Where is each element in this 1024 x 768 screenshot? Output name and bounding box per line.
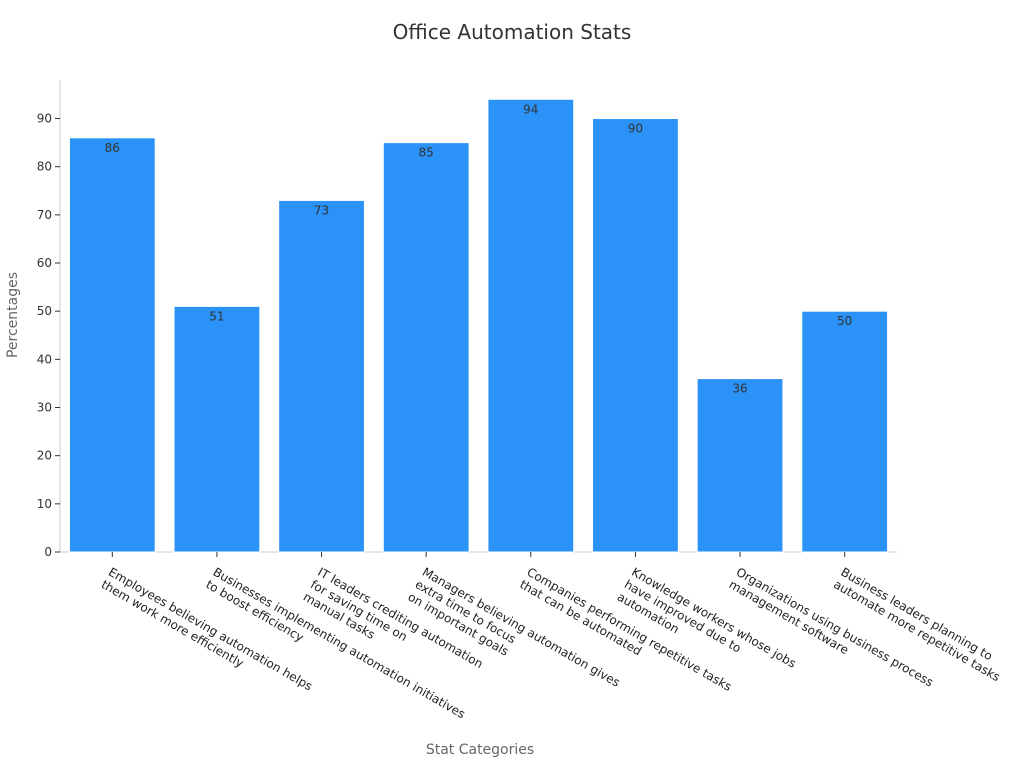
- x-tick-label: Organizations using business processmana…: [727, 565, 936, 702]
- y-tick-label: 50: [37, 304, 52, 318]
- bar-value-label: 86: [105, 141, 120, 155]
- y-tick-label: 90: [37, 112, 52, 126]
- bar-group: 90: [592, 118, 679, 553]
- y-tick-label: 70: [37, 208, 52, 222]
- bar: [382, 142, 470, 553]
- bar: [487, 98, 575, 553]
- bar: [278, 199, 365, 553]
- bar-group: 94: [487, 98, 575, 553]
- y-tick-label: 40: [37, 352, 52, 366]
- x-tick-label: Business leaders planning toautomate mor…: [831, 565, 1010, 684]
- y-tick-label: 30: [37, 401, 52, 415]
- bar: [696, 378, 784, 553]
- bar: [68, 137, 156, 553]
- bar-group: 86: [68, 137, 156, 553]
- bar-group: 85: [382, 142, 470, 553]
- y-tick-label: 20: [37, 449, 52, 463]
- bar-value-label: 73: [314, 203, 329, 217]
- chart-title: Office Automation Stats: [392, 20, 632, 44]
- bar-group: 36: [696, 378, 784, 553]
- x-axis-label: Stat Categories: [425, 742, 535, 758]
- bar-group: 50: [801, 310, 889, 553]
- bar: [801, 310, 889, 553]
- bar-value-label: 51: [209, 309, 224, 323]
- y-tick-label: 0: [44, 545, 52, 559]
- bar-group: 51: [173, 305, 261, 553]
- bar: [592, 118, 679, 553]
- y-tick-label: 10: [37, 497, 52, 511]
- bar-value-label: 94: [523, 102, 538, 116]
- bar-value-label: 36: [732, 382, 747, 396]
- y-tick-label: 80: [37, 160, 52, 174]
- y-tick-label: 60: [37, 256, 52, 270]
- bar-value-label: 85: [419, 146, 434, 160]
- bar-value-label: 50: [837, 314, 852, 328]
- bar-group: 73: [278, 199, 365, 553]
- bar-value-label: 90: [628, 122, 643, 136]
- bar: [173, 305, 261, 553]
